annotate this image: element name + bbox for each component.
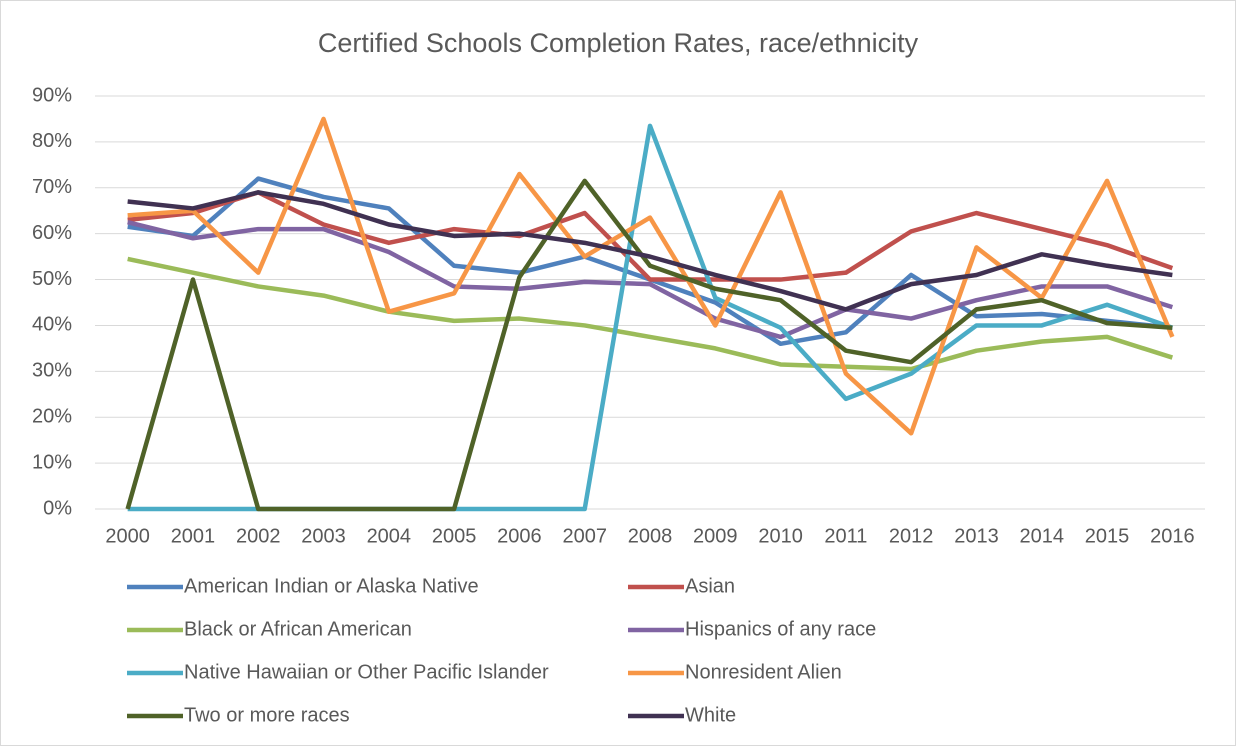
series-line bbox=[127, 256, 1174, 372]
legend-label: Black or African American bbox=[184, 618, 412, 640]
legend-label: Nonresident Alien bbox=[685, 661, 842, 683]
legend-label: Asian bbox=[685, 575, 735, 597]
x-tick-label: 2008 bbox=[628, 525, 673, 547]
y-tick-label: 30% bbox=[32, 360, 72, 382]
legend-label: Two or more races bbox=[184, 704, 350, 726]
x-tick-label: 2016 bbox=[1150, 525, 1195, 547]
x-tick-label: 2015 bbox=[1085, 525, 1130, 547]
y-tick-label: 60% bbox=[32, 222, 72, 244]
chart-title: Certified Schools Completion Rates, race… bbox=[318, 28, 919, 58]
x-tick-label: 2005 bbox=[432, 525, 477, 547]
x-tick-label: 2009 bbox=[693, 525, 738, 547]
x-tick-label: 2013 bbox=[954, 525, 999, 547]
x-tick-label: 2004 bbox=[367, 525, 412, 547]
y-tick-label: 0% bbox=[43, 497, 72, 519]
series-line bbox=[127, 220, 1174, 340]
x-tick-label: 2002 bbox=[236, 525, 281, 547]
legend-label: American Indian or Alaska Native bbox=[184, 575, 479, 597]
y-tick-label: 90% bbox=[32, 84, 72, 106]
legend-label: Hispanics of any race bbox=[685, 618, 876, 640]
y-tick-label: 10% bbox=[32, 451, 72, 473]
y-tick-label: 70% bbox=[32, 176, 72, 198]
x-tick-label: 2012 bbox=[889, 525, 934, 547]
series-line bbox=[125, 178, 1173, 512]
series-line bbox=[127, 190, 1173, 312]
x-tick-label: 2003 bbox=[301, 525, 346, 547]
x-tick-label: 2006 bbox=[497, 525, 542, 547]
legend-label: White bbox=[685, 704, 736, 726]
y-tick-label: 40% bbox=[32, 314, 72, 336]
y-tick-label: 80% bbox=[32, 130, 72, 152]
x-tick-label: 2001 bbox=[171, 525, 216, 547]
series-line bbox=[127, 190, 1174, 282]
legend-label: Native Hawaiian or Other Pacific Islande… bbox=[184, 661, 549, 683]
x-tick-label: 2000 bbox=[105, 525, 150, 547]
series-line bbox=[127, 116, 1175, 436]
x-tick-label: 2007 bbox=[562, 525, 607, 547]
x-tick-label: 2014 bbox=[1020, 525, 1065, 547]
y-tick-label: 20% bbox=[32, 406, 72, 428]
y-tick-label: 50% bbox=[32, 268, 72, 290]
x-tick-label: 2010 bbox=[758, 525, 803, 547]
x-tick-label: 2011 bbox=[824, 525, 867, 547]
